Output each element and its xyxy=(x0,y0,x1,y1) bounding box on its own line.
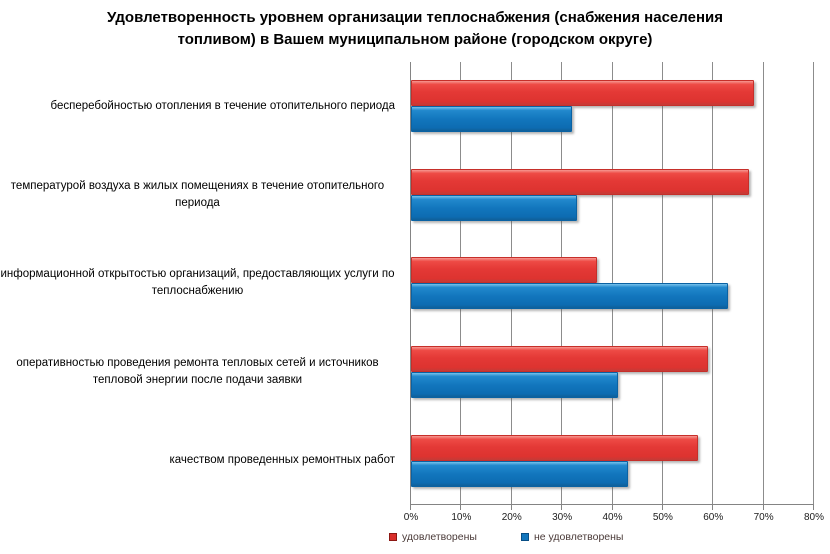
x-axis-tick xyxy=(460,505,462,510)
bar-satisfied xyxy=(411,346,709,373)
chart-title-line-1: Удовлетворенность уровнем организации те… xyxy=(107,9,723,26)
bar-satisfied xyxy=(411,434,699,461)
bar-satisfied xyxy=(411,257,598,284)
x-axis-tick-label: 50% xyxy=(652,512,673,523)
bar-group xyxy=(411,416,814,505)
category-label-text: информационной открытостью организаций, … xyxy=(0,268,395,298)
legend-item-satisfied: удовлетворены xyxy=(389,531,477,543)
plot-area xyxy=(410,62,814,505)
legend-swatch-unsatisfied xyxy=(520,533,529,541)
gridline xyxy=(611,62,613,504)
bar-group xyxy=(411,62,814,151)
bar-satisfied xyxy=(411,80,754,107)
category-label-text: оперативностью проведения ремонта теплов… xyxy=(16,357,379,387)
x-axis-tick-label: 70% xyxy=(753,512,774,523)
category-label: качеством проведенных ремонтных работ xyxy=(0,416,402,505)
bar-unsatisfied xyxy=(411,283,729,310)
bar-group xyxy=(411,151,814,240)
x-axis-tick xyxy=(561,505,563,510)
legend-item-unsatisfied: не удовлетворены xyxy=(520,531,624,543)
x-axis-tick-label: 0% xyxy=(403,512,419,523)
category-label-text: бесперебойностью отопления в течение ото… xyxy=(50,99,395,112)
legend-label-satisfied: удовлетворены xyxy=(402,531,477,543)
gridline xyxy=(712,62,714,504)
x-axis-tick-label: 60% xyxy=(703,512,724,523)
x-axis-tick xyxy=(712,505,714,510)
x-axis-tick xyxy=(611,505,613,510)
bar-unsatisfied xyxy=(411,194,578,221)
legend-label-unsatisfied: не удовлетворены xyxy=(533,531,624,543)
category-label: бесперебойностью отопления в течение ото… xyxy=(0,62,402,151)
bar-unsatisfied xyxy=(411,372,618,399)
gridline xyxy=(762,62,764,504)
category-label: оперативностью проведения ремонта теплов… xyxy=(0,328,402,417)
category-label-text: температурой воздуха в жилых помещениях … xyxy=(10,179,385,209)
bar-unsatisfied xyxy=(411,460,628,487)
bar-group xyxy=(411,239,814,328)
x-axis-tick-label: 20% xyxy=(501,512,522,523)
bar-satisfied xyxy=(411,168,749,195)
x-axis-tick-label: 80% xyxy=(803,512,825,523)
x-axis-tick xyxy=(762,505,764,510)
gridline xyxy=(661,62,663,504)
category-label: информационной открытостью организаций, … xyxy=(0,239,402,328)
x-axis-tick-label: 40% xyxy=(602,512,623,523)
gridline xyxy=(813,62,814,504)
chart-title: Удовлетворенность уровнем организации те… xyxy=(0,7,830,51)
x-axis-tick xyxy=(510,505,512,510)
legend-swatch-satisfied xyxy=(389,533,397,541)
x-axis-tick-label: 10% xyxy=(451,512,472,523)
x-axis-tick-label: 30% xyxy=(552,512,573,523)
category-label-text: качеством проведенных ремонтных работ xyxy=(169,454,395,467)
x-axis-tick xyxy=(661,505,663,510)
legend: удовлетворены не удовлетворены xyxy=(389,531,623,543)
x-axis-tick xyxy=(813,505,814,510)
category-axis: бесперебойностью отопления в течение ото… xyxy=(0,62,402,505)
bar-unsatisfied xyxy=(411,106,573,133)
x-axis-tick xyxy=(410,505,411,510)
chart-title-line-2: топливом) в Вашем муниципальном районе (… xyxy=(177,31,653,48)
bar-group xyxy=(411,328,814,417)
category-label: температурой воздуха в жилых помещениях … xyxy=(0,151,402,240)
